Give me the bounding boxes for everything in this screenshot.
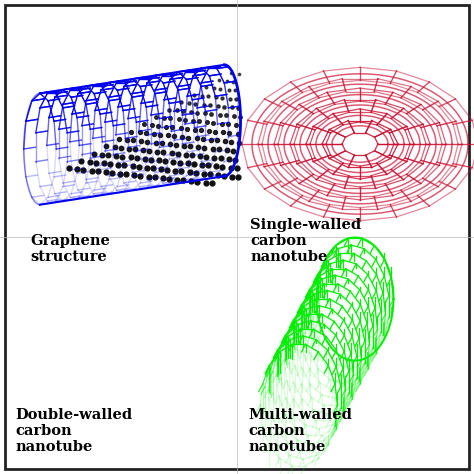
Text: Multi-walled
carbon
nanotube: Multi-walled carbon nanotube: [248, 408, 352, 454]
Text: Graphene
structure: Graphene structure: [30, 234, 110, 264]
Text: Double-walled
carbon
nanotube: Double-walled carbon nanotube: [15, 408, 132, 454]
Text: Single-walled
carbon
nanotube: Single-walled carbon nanotube: [250, 218, 361, 264]
